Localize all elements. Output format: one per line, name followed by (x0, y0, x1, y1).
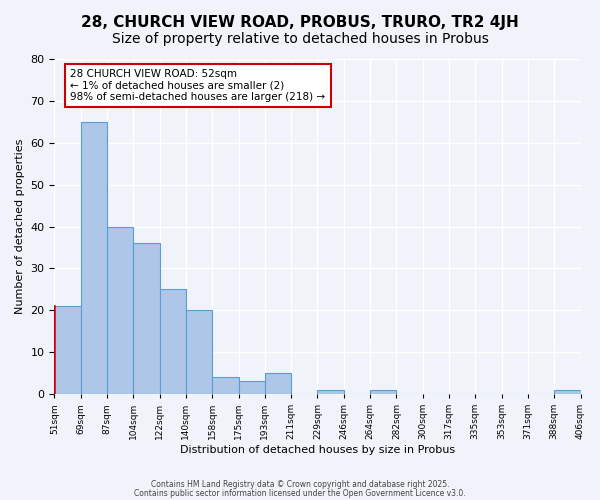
Bar (317, 390, 344, 394)
Y-axis label: Number of detached properties: Number of detached properties (15, 139, 25, 314)
Bar (554, 390, 581, 394)
Bar (212, 378, 239, 394)
Text: Contains public sector information licensed under the Open Government Licence v3: Contains public sector information licen… (134, 488, 466, 498)
Bar (133, 244, 160, 394)
Bar (370, 390, 397, 394)
Bar (265, 373, 291, 394)
Text: 28 CHURCH VIEW ROAD: 52sqm
← 1% of detached houses are smaller (2)
98% of semi-d: 28 CHURCH VIEW ROAD: 52sqm ← 1% of detac… (70, 69, 325, 102)
Bar (160, 290, 186, 394)
X-axis label: Distribution of detached houses by size in Probus: Distribution of detached houses by size … (180, 445, 455, 455)
Text: Contains HM Land Registry data © Crown copyright and database right 2025.: Contains HM Land Registry data © Crown c… (151, 480, 449, 489)
Bar (81, 122, 107, 394)
Bar (107, 226, 133, 394)
Bar (186, 310, 212, 394)
Bar (239, 382, 265, 394)
Text: 28, CHURCH VIEW ROAD, PROBUS, TRURO, TR2 4JH: 28, CHURCH VIEW ROAD, PROBUS, TRURO, TR2… (81, 15, 519, 30)
Text: Size of property relative to detached houses in Probus: Size of property relative to detached ho… (112, 32, 488, 46)
Bar (55, 306, 81, 394)
